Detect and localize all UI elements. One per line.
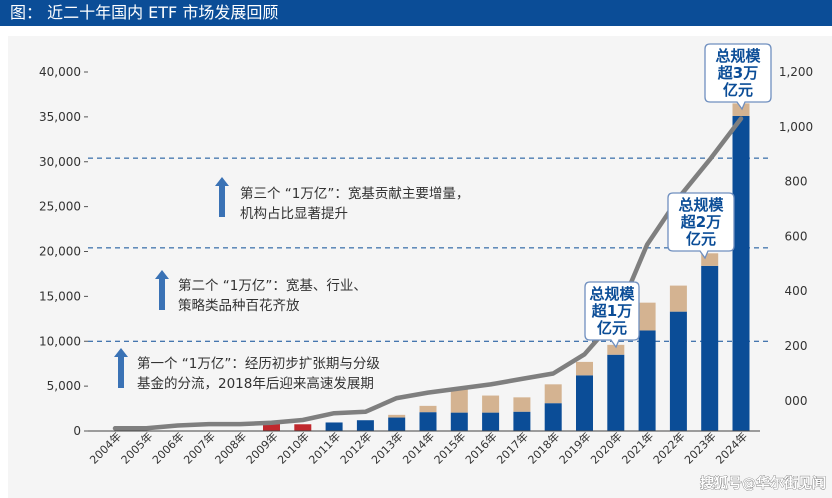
bar-primary-2013年 bbox=[388, 417, 406, 431]
x-tick-label: 2019年 bbox=[556, 429, 593, 466]
bar-primary-2024年 bbox=[732, 115, 750, 431]
bar-primary-2017年 bbox=[513, 411, 531, 431]
x-tick-label: 2005年 bbox=[118, 429, 155, 466]
x-tick-label: 2009年 bbox=[243, 429, 280, 466]
right-tick-label: 1,000 bbox=[779, 120, 813, 134]
x-tick-label: 2015年 bbox=[431, 429, 468, 466]
bar-primary-2012年 bbox=[356, 420, 374, 431]
callout-text: 超1万 bbox=[591, 302, 632, 320]
right-tick-label: 000 bbox=[785, 394, 808, 408]
bar-secondary-2024年 bbox=[732, 103, 750, 116]
right-axis-ticks: 000 200 400 600 800 1,000 1,200 bbox=[779, 65, 813, 408]
bar-secondary-2014年 bbox=[419, 405, 437, 413]
left-tick-label: 20,000 bbox=[39, 245, 81, 259]
note-line: 机构占比显著提升 bbox=[240, 206, 348, 222]
right-tick-label: 800 bbox=[785, 175, 808, 189]
bar-secondary-2020年 bbox=[607, 344, 625, 355]
note-line: 基金的分流，2018年后迎来高速发展期 bbox=[137, 375, 374, 392]
bar-secondary-2022年 bbox=[669, 285, 687, 312]
left-tick-label: 15,000 bbox=[39, 289, 81, 303]
x-tick-label: 2013年 bbox=[368, 429, 405, 466]
bar-secondary-2018年 bbox=[544, 384, 562, 404]
up-arrow-icon bbox=[215, 177, 229, 217]
bar-secondary-2013年 bbox=[388, 414, 406, 418]
x-tick-label: 2016年 bbox=[462, 429, 499, 466]
callout-text: 亿元 bbox=[686, 230, 716, 248]
bar-secondary-2016年 bbox=[482, 395, 500, 413]
bar-primary-2011年 bbox=[325, 422, 343, 431]
bar-secondary-2021年 bbox=[638, 302, 656, 331]
bar-secondary-2019年 bbox=[576, 361, 593, 376]
x-tick-label: 2011年 bbox=[306, 429, 343, 466]
x-tick-label: 2020年 bbox=[587, 429, 624, 466]
bar-primary-2014年 bbox=[419, 412, 437, 431]
bar-secondary-2015年 bbox=[450, 387, 468, 413]
bars bbox=[263, 103, 750, 431]
callout-text: 总规模 bbox=[678, 196, 724, 214]
up-arrow-icon bbox=[114, 348, 128, 388]
scale-line bbox=[112, 116, 744, 431]
watermark: 搜狐号@华尔街见闻 bbox=[700, 475, 826, 492]
scale-line-series bbox=[112, 116, 744, 431]
callout-text: 亿元 bbox=[597, 319, 627, 337]
x-tick-label: 2024年 bbox=[713, 429, 750, 466]
bar-secondary-2017年 bbox=[513, 397, 531, 412]
left-axis-ticks: 0 5,000 10,000 15,000 20,000 25,000 30,000 35,0… bbox=[39, 65, 88, 438]
callout-text: 亿元 bbox=[723, 81, 753, 99]
right-tick-label: 400 bbox=[785, 284, 808, 298]
left-tick-label: 40,000 bbox=[39, 65, 81, 79]
x-tick-label: 2010年 bbox=[274, 429, 311, 466]
x-axis-ticks: 2004年2005年2006年2007年2008年2009年2010年2011年… bbox=[87, 429, 750, 466]
x-tick-label: 2017年 bbox=[494, 429, 531, 466]
callout-text: 总规模 bbox=[589, 285, 635, 303]
note-line: 第三个 “1万亿”：宽基贡献主要增量， bbox=[240, 185, 469, 202]
x-tick-label: 2004年 bbox=[87, 429, 124, 466]
bar-primary-2015年 bbox=[450, 412, 468, 431]
bar-early-2009年 bbox=[263, 422, 280, 431]
callout-bubble-3 bbox=[704, 43, 772, 111]
callout-bubble-1 bbox=[584, 281, 640, 349]
x-tick-label: 2012年 bbox=[337, 429, 374, 466]
x-tick-label: 2014年 bbox=[400, 429, 437, 466]
left-tick-label: 30,000 bbox=[39, 155, 81, 169]
header-bar: 图： 近二十年国内 ETF 市场发展回顾 bbox=[0, 0, 832, 26]
right-tick-label: 1,200 bbox=[779, 65, 813, 79]
note-line: 第二个 “1万亿”：宽基、行业、 bbox=[178, 277, 367, 294]
bar-primary-2019年 bbox=[576, 375, 593, 431]
bar-primary-2023年 bbox=[701, 265, 719, 431]
x-tick-label: 2018年 bbox=[525, 429, 562, 466]
x-tick-label: 2023年 bbox=[681, 429, 718, 466]
note-line: 第一个 “1万亿”：经历初步扩张期与分级 bbox=[137, 355, 380, 372]
x-tick-label: 2007年 bbox=[181, 429, 218, 466]
bar-primary-2021年 bbox=[638, 330, 656, 431]
bar-primary-2018年 bbox=[544, 403, 562, 431]
callout-text: 超2万 bbox=[680, 213, 721, 231]
x-tick-label: 2008年 bbox=[212, 429, 249, 466]
up-arrow-icon bbox=[155, 270, 169, 310]
left-tick-label: 10,000 bbox=[39, 334, 81, 348]
callout-text: 超3万 bbox=[717, 64, 758, 82]
right-tick-label: 600 bbox=[785, 229, 808, 243]
bar-primary-2022年 bbox=[669, 311, 687, 431]
left-tick-label: 5,000 bbox=[47, 379, 81, 393]
right-tick-label: 200 bbox=[785, 339, 808, 353]
bar-primary-2016年 bbox=[482, 412, 500, 431]
reference-lines bbox=[88, 157, 770, 342]
x-tick-label: 2022年 bbox=[650, 429, 687, 466]
bar-primary-2020年 bbox=[607, 354, 625, 431]
callout-bubble-2 bbox=[667, 192, 735, 260]
callout-text: 总规模 bbox=[715, 47, 761, 65]
bar-early-2010年 bbox=[294, 424, 312, 431]
note-line: 策略类品种百花齐放 bbox=[178, 297, 300, 314]
header-title: 图： 近二十年国内 ETF 市场发展回顾 bbox=[10, 3, 279, 22]
x-tick-label: 2021年 bbox=[619, 429, 656, 466]
left-tick-label: 25,000 bbox=[39, 200, 81, 214]
left-tick-label: 0 bbox=[73, 424, 81, 438]
x-tick-label: 2006年 bbox=[149, 429, 186, 466]
left-tick-label: 35,000 bbox=[39, 110, 81, 124]
